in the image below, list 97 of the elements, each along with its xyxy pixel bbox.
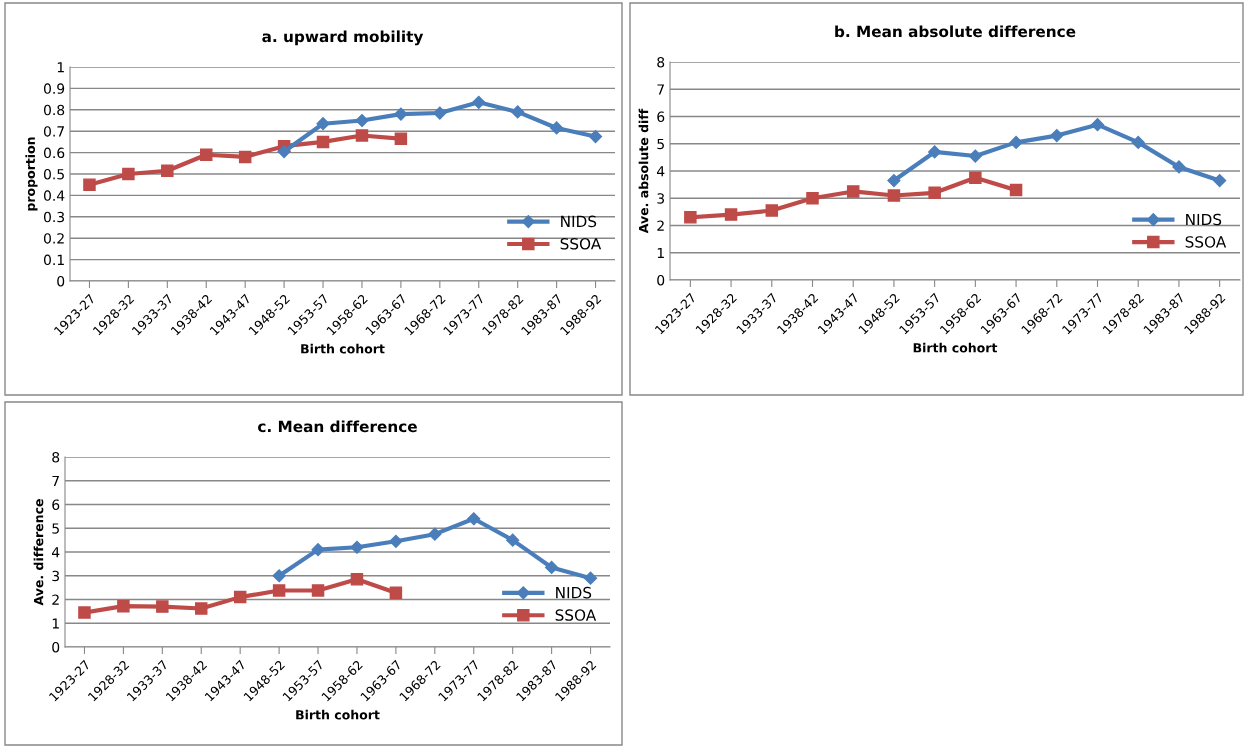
- point: [969, 171, 982, 185]
- y-tick-label: 0.8: [43, 104, 65, 116]
- point: [199, 148, 213, 161]
- legend-label: SSOA: [555, 609, 597, 621]
- point: [684, 211, 697, 224]
- y-tick-label: 0.3: [43, 211, 65, 223]
- point: [194, 602, 208, 615]
- point: [724, 208, 738, 221]
- legend-label: NIDS: [1186, 213, 1222, 226]
- y-tick-label: 6: [52, 499, 60, 510]
- point: [389, 586, 403, 600]
- point: [1090, 118, 1105, 132]
- y-axis-title: proportion: [25, 137, 38, 211]
- point: [928, 186, 941, 200]
- legend-label: SSOA: [560, 238, 602, 250]
- y-tick-label: 2: [52, 594, 59, 605]
- y-tick-label: 3: [52, 570, 60, 582]
- y-tick-label: 4: [51, 547, 60, 558]
- chart-title: a. upward mobility: [262, 30, 424, 46]
- legend-label: NIDS: [556, 586, 592, 599]
- x-axis-title: Birth cohort: [296, 709, 380, 720]
- point: [928, 145, 942, 159]
- point: [122, 167, 135, 181]
- point: [583, 571, 598, 585]
- point: [277, 144, 291, 159]
- x-axis-title: Birth cohort: [913, 342, 998, 353]
- y-tick-label: 0: [657, 274, 665, 286]
- point: [316, 117, 330, 131]
- y-tick-label: 2: [657, 220, 664, 231]
- point: [1131, 135, 1145, 149]
- legend-label: NIDS: [561, 215, 597, 228]
- y-tick-label: 8: [657, 56, 665, 68]
- point: [83, 178, 96, 191]
- point: [394, 107, 408, 121]
- point: [1009, 135, 1023, 149]
- point: [355, 129, 369, 142]
- point: [272, 584, 286, 597]
- point: [1172, 160, 1186, 174]
- y-tick-label: 4: [656, 166, 665, 177]
- point: [846, 185, 860, 198]
- point: [1009, 183, 1023, 197]
- point: [238, 150, 252, 164]
- y-tick-label: 0: [57, 275, 65, 287]
- point: [117, 599, 130, 613]
- point: [467, 512, 481, 526]
- y-axis-title: Ave. absolute diff: [638, 108, 649, 234]
- x-axis-title: Birth cohort: [301, 343, 385, 354]
- point: [1213, 173, 1227, 188]
- point: [316, 135, 330, 149]
- y-tick-label: 0.6: [43, 147, 65, 159]
- y-tick-label: 0: [52, 641, 60, 653]
- point: [394, 132, 408, 145]
- y-tick-label: 5: [52, 523, 59, 534]
- y-tick-label: 0.1: [43, 254, 64, 266]
- point: [350, 540, 364, 554]
- y-axis-title: Ave. difference: [33, 499, 44, 606]
- point: [472, 95, 486, 109]
- point: [511, 105, 525, 119]
- y-tick-label: 6: [657, 111, 665, 122]
- point: [433, 106, 447, 120]
- point: [272, 569, 286, 583]
- y-tick-label: 0.7: [43, 126, 64, 137]
- point: [887, 173, 901, 188]
- y-tick-label: 1: [657, 247, 664, 259]
- point: [968, 149, 982, 163]
- y-tick-label: 3: [657, 193, 665, 204]
- y-tick-label: 1: [52, 618, 59, 629]
- point: [765, 204, 779, 217]
- chart-title: b. Mean absolute difference: [835, 25, 1076, 38]
- y-tick-label: 7: [52, 475, 59, 487]
- point: [588, 129, 603, 144]
- point: [428, 527, 442, 541]
- legend-label: SSOA: [1185, 236, 1227, 248]
- y-tick-label: 0.2: [43, 233, 64, 244]
- point: [1050, 128, 1064, 143]
- y-tick-label: 0.9: [43, 83, 65, 94]
- point: [311, 543, 325, 557]
- point: [887, 189, 901, 202]
- y-tick-label: 5: [657, 138, 664, 150]
- point: [233, 590, 247, 604]
- point: [350, 573, 364, 586]
- point: [550, 121, 564, 135]
- chart-title: c. Mean difference: [258, 420, 417, 433]
- point: [545, 560, 559, 575]
- y-tick-label: 7: [657, 84, 664, 95]
- point: [806, 191, 819, 205]
- point: [78, 606, 91, 619]
- y-tick-label: 8: [52, 451, 60, 463]
- point: [156, 600, 169, 613]
- point: [355, 113, 369, 128]
- y-tick-label: 1: [57, 62, 64, 73]
- point: [161, 164, 174, 178]
- y-tick-label: 0.4: [43, 190, 65, 201]
- point: [311, 584, 325, 597]
- y-tick-label: 0.5: [43, 168, 64, 180]
- point: [389, 534, 403, 548]
- point: [506, 533, 520, 547]
